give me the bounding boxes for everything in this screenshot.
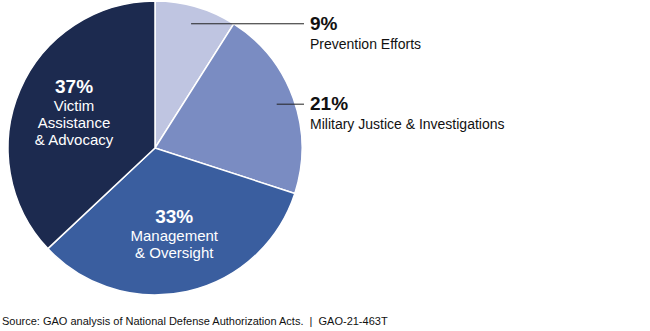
labels: 9% Prevention Efforts 21% Military Justice … bbox=[35, 13, 505, 261]
leader-line bbox=[277, 104, 304, 105]
data-label: 9% bbox=[310, 13, 338, 34]
label-line: Victim bbox=[54, 97, 95, 114]
category-label: VictimAssistance& Advocacy bbox=[35, 97, 114, 148]
data-label: 37% bbox=[55, 76, 93, 97]
label-line: Assistance bbox=[38, 114, 111, 131]
category-label: Military Justice & Investigations bbox=[310, 116, 505, 132]
leader-line bbox=[191, 23, 304, 24]
label-line: & Advocacy bbox=[35, 131, 114, 148]
pie bbox=[8, 1, 302, 295]
data-label: 21% bbox=[310, 93, 348, 114]
label-line: Management bbox=[130, 227, 218, 244]
source-note: Source: GAO analysis of National Defense… bbox=[2, 315, 388, 327]
pie-slice bbox=[8, 1, 155, 249]
category-label: Management& Oversight bbox=[130, 227, 218, 261]
category-label: Prevention Efforts bbox=[310, 36, 421, 52]
label-line: & Oversight bbox=[135, 244, 214, 261]
chart: 9% Prevention Efforts 21% Military Justice … bbox=[0, 0, 650, 331]
data-label: 33% bbox=[155, 206, 193, 227]
